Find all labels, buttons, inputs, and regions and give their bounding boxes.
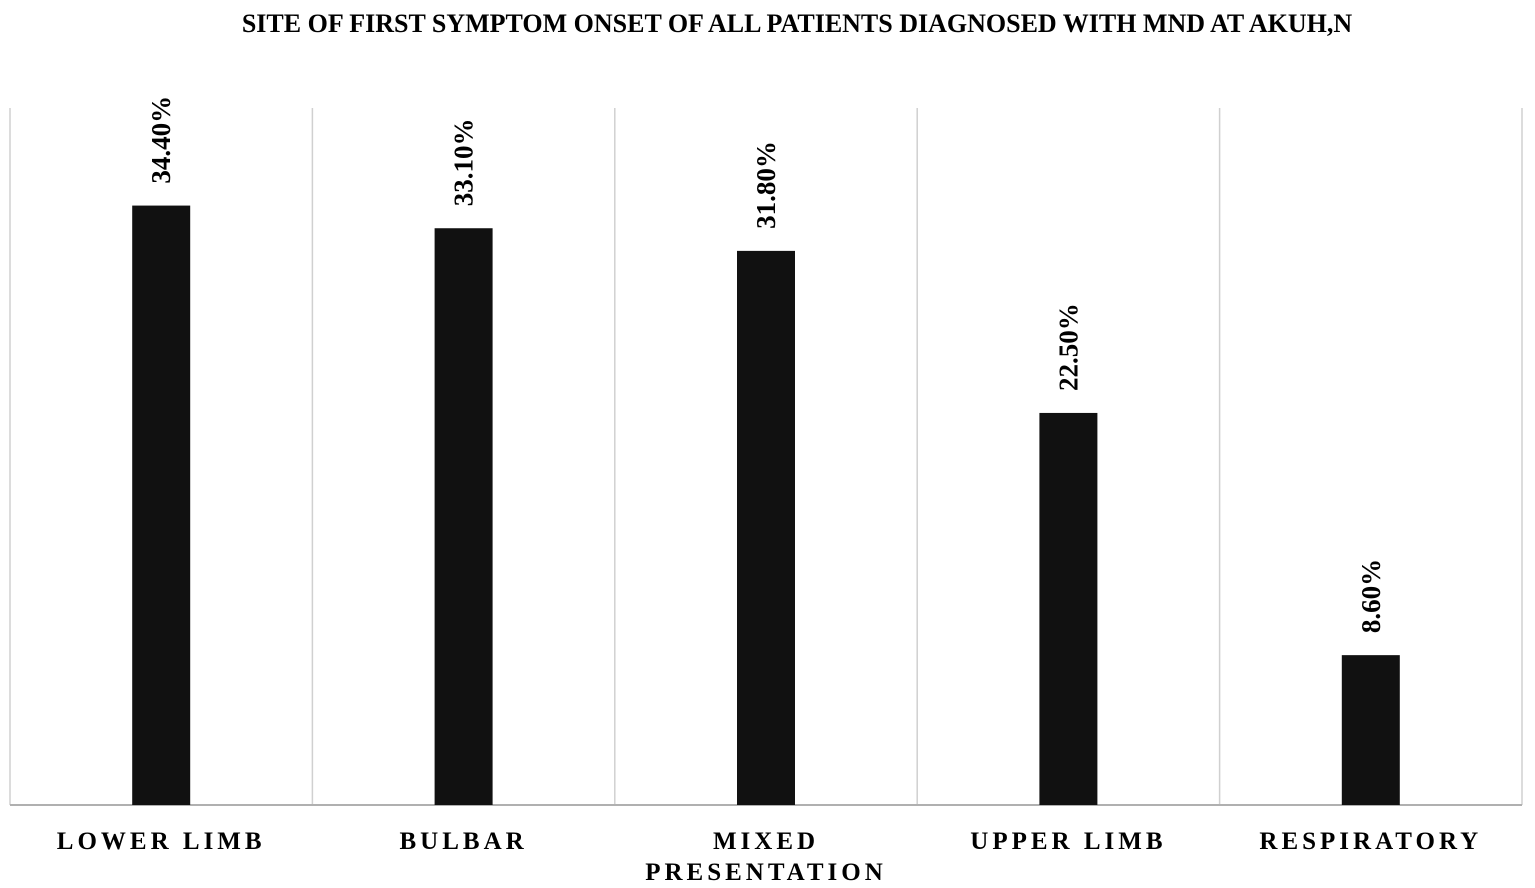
data-labels-group: 34.40% 33.10% 31.80% 22.50% 8.60% <box>146 96 1386 633</box>
bars-group <box>132 205 1400 806</box>
data-label: 31.80% <box>751 141 781 229</box>
category-label: LOWER LIMB <box>57 828 266 855</box>
data-label: 34.40% <box>146 96 176 184</box>
gridlines <box>9 108 1523 805</box>
category-label: MIXED PRESENTATION <box>645 828 887 886</box>
category-label: BULBAR <box>400 828 528 855</box>
data-label: 8.60% <box>1356 559 1386 633</box>
bar <box>434 228 493 806</box>
chart-title: SITE OF FIRST SYMPTOM ONSET OF ALL PATIE… <box>242 9 1353 38</box>
bar <box>132 205 191 805</box>
category-label: UPPER LIMB <box>970 828 1166 855</box>
bar <box>1039 412 1098 805</box>
bar <box>737 250 795 805</box>
category-label: RESPIRATORY <box>1259 828 1482 855</box>
data-label: 22.50% <box>1053 303 1083 391</box>
data-label: 33.10% <box>449 118 479 206</box>
category-labels-group: LOWER LIMB BULBAR MIXED PRESENTATION UPPER L… <box>57 828 1482 886</box>
bar <box>1341 655 1400 805</box>
